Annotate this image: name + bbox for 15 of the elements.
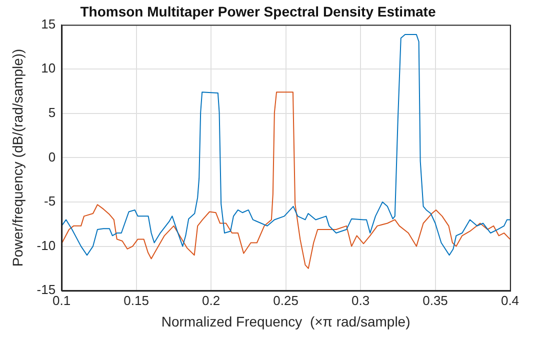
y-tick-label: -5 (44, 194, 56, 209)
x-tick-label: 0.35 (422, 292, 448, 308)
x-tick-label: 0.2 (202, 292, 220, 308)
x-tick-label: 0.3 (351, 292, 370, 308)
x-tick-label: 0.4 (500, 292, 520, 308)
x-axis-title: Normalized Frequency (×π rad/sample) (161, 313, 410, 330)
y-tick-label: 5 (48, 104, 56, 120)
chart-title: Thomson Multitaper Power Spectral Density Estimate (80, 3, 436, 20)
x-tick-label: 0.15 (124, 292, 149, 308)
x-tick-label: 0.25 (273, 292, 298, 308)
y-tick-label: 0 (48, 149, 56, 164)
y-axis-title: Power/frequency (dB/(rad/sample)) (9, 48, 26, 267)
y-tick-label: 10 (41, 60, 56, 76)
y-tick-label: -10 (36, 238, 56, 253)
y-tick-label: 15 (41, 16, 56, 32)
